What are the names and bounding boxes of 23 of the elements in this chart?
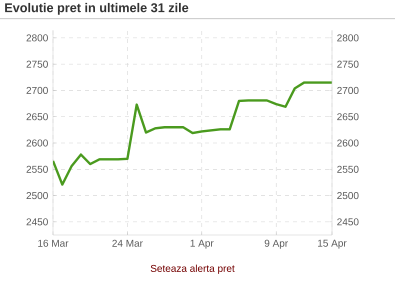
- x-tick-label: 16 Mar: [38, 240, 68, 247]
- y2-tick-label: 2600: [337, 139, 359, 147]
- y-tick-label: 2800: [26, 34, 48, 42]
- y-tick-label: 2750: [26, 60, 48, 68]
- y2-tick-label: 2800: [337, 34, 359, 42]
- x-tick-label: 1 Apr: [190, 240, 214, 249]
- y-tick-label: 2550: [26, 166, 48, 173]
- x-tick-label: 15 Apr: [318, 240, 347, 249]
- y-tick-label: 2600: [26, 139, 48, 147]
- y2-tick-label: 2700: [337, 86, 359, 94]
- y2-tick-label: 2500: [337, 192, 359, 200]
- y2-tick-label: 2450: [337, 218, 359, 226]
- text: Seteaza alerta pret: [150, 264, 235, 274]
- y-tick-label: 2450: [26, 218, 48, 226]
- x-tick-label: 24 Mar: [112, 240, 143, 247]
- y2-tick-label: 2650: [337, 113, 359, 120]
- y2-tick-label: 2550: [337, 166, 359, 173]
- chart-title: Evolutie pret in ultimele 31 zile: [5, 2, 188, 15]
- y-tick-label: 2500: [26, 192, 48, 200]
- y2-tick-label: 2750: [337, 60, 359, 68]
- x-tick-label: 9 Apr: [264, 240, 288, 249]
- y-tick-label: 2650: [26, 113, 48, 120]
- y-tick-label: 2700: [26, 86, 48, 94]
